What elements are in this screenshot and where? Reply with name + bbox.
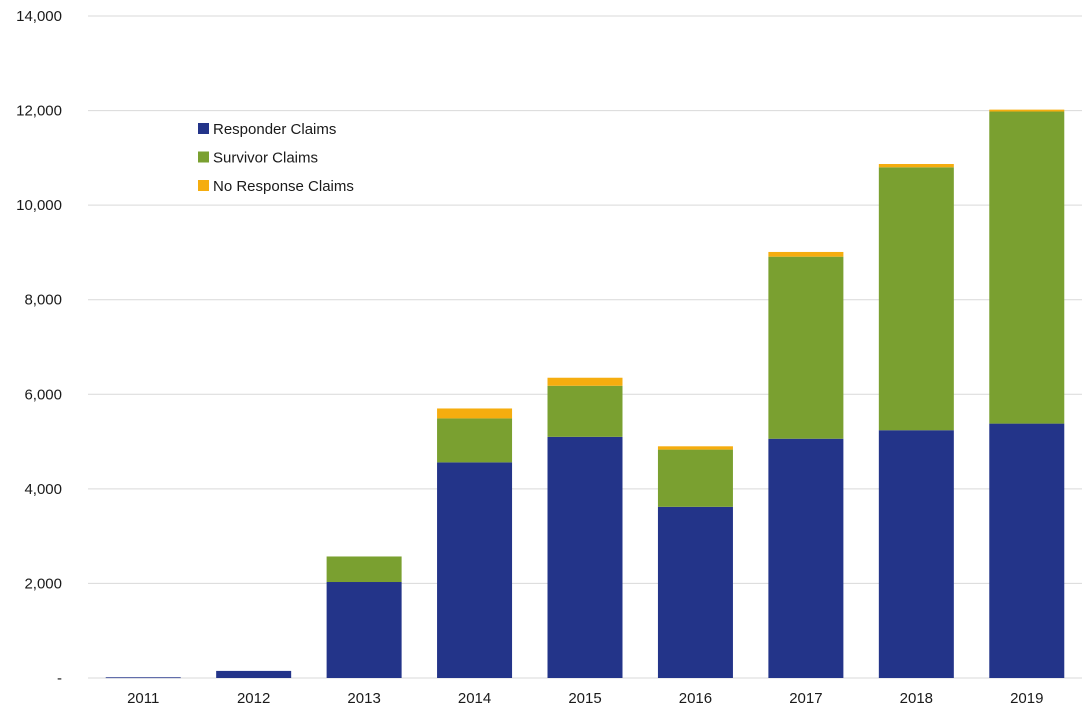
bar-segment	[989, 109, 1065, 112]
y-tick-label: 8,000	[24, 292, 62, 309]
bar-segment	[657, 449, 733, 507]
bar-segment	[216, 670, 292, 678]
y-axis-ticks: - 2,000 4,000 6,000 8,000 10,000 12,000 14,000	[16, 8, 62, 687]
y-tick-label: 14,000	[16, 8, 62, 25]
x-tick-label: 2016	[679, 690, 712, 707]
bar-segment	[878, 430, 954, 678]
x-axis-ticks: 2011 2012 2013 2014 2015 2016 2017 2018 2019	[127, 690, 1043, 707]
y-tick-label: -	[57, 670, 62, 687]
bar-segment	[437, 418, 513, 463]
bar-segment	[547, 436, 623, 678]
legend-swatch	[198, 151, 209, 163]
legend-label: Responder Claims	[213, 121, 336, 138]
y-tick-label: 10,000	[16, 197, 62, 214]
legend-label: No Response Claims	[213, 178, 354, 195]
x-tick-label: 2015	[568, 690, 601, 707]
x-tick-label: 2012	[237, 690, 270, 707]
x-tick-label: 2017	[789, 690, 822, 707]
bar-segment	[657, 446, 733, 450]
bar-segment	[878, 167, 954, 431]
x-tick-label: 2011	[127, 690, 159, 707]
y-tick-label: 2,000	[24, 575, 62, 592]
legend-swatch	[198, 123, 209, 134]
bar-segment	[657, 506, 733, 678]
bar-segment	[437, 462, 513, 678]
bar-segment	[768, 256, 844, 439]
bar-segment	[878, 164, 954, 168]
bar-segment	[989, 111, 1065, 424]
bars	[105, 109, 1065, 679]
bar-segment	[105, 677, 181, 679]
y-tick-label: 4,000	[24, 481, 62, 498]
legend-label: Survivor Claims	[213, 150, 318, 167]
y-tick-label: 6,000	[24, 386, 62, 403]
bar-segment	[547, 377, 623, 386]
bar-segment	[326, 582, 402, 678]
bar-segment	[989, 423, 1065, 678]
bar-segment	[768, 251, 844, 257]
bar-segment	[437, 408, 513, 419]
x-tick-label: 2019	[1010, 690, 1043, 707]
bar-segment	[547, 385, 623, 437]
bar-segment	[768, 438, 844, 678]
legend: Responder Claims Survivor Claims No Respon…	[198, 121, 354, 195]
x-tick-label: 2014	[458, 690, 491, 707]
legend-swatch	[198, 180, 209, 191]
x-tick-label: 2013	[347, 690, 380, 707]
y-tick-label: 12,000	[16, 103, 62, 120]
bar-segment	[326, 556, 402, 583]
x-tick-label: 2018	[900, 690, 933, 707]
